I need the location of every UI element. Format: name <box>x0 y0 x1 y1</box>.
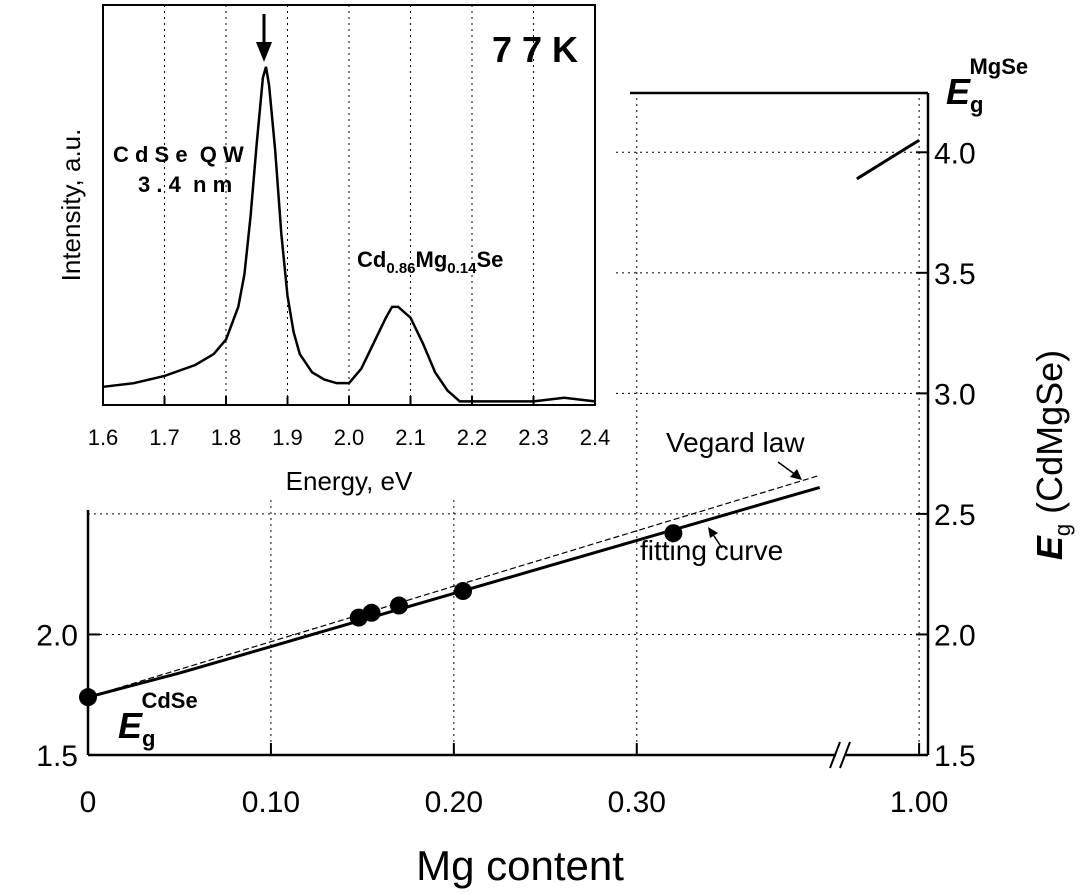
annotation: fitting curve <box>640 535 783 566</box>
y-tick-label: 3.0 <box>934 378 976 411</box>
y-tick-label: 2.0 <box>934 619 976 652</box>
inset-x-tick-label: 2.4 <box>580 425 611 450</box>
alloy-label: Cd0.86Mg0.14Se <box>357 247 503 277</box>
qw-label: C d S e Q W <box>113 142 244 167</box>
x-axis-label: Mg content <box>416 842 624 889</box>
y-tick-label: 2.0 <box>36 619 78 652</box>
x-tick-label: 0.10 <box>242 786 300 819</box>
axis-break <box>829 741 841 769</box>
y-axis-label: Eg (CdMgSe) <box>1029 350 1075 560</box>
inset-x-tick-label: 2.2 <box>457 425 488 450</box>
inset-x-tick-label: 1.7 <box>149 425 180 450</box>
peak-arrow <box>256 42 272 62</box>
y-tick-label: 3.5 <box>934 258 976 291</box>
annotation-arrow <box>708 527 718 538</box>
inset-x-tick-label: 2.1 <box>395 425 426 450</box>
inset-x-tick-label: 1.9 <box>272 425 303 450</box>
data-point <box>454 582 472 601</box>
data-point <box>664 524 683 543</box>
cdse-label: EgCdSe <box>118 688 198 751</box>
data-point <box>389 596 408 615</box>
inset-chart: Energy, eV Intensity, a.u. 7 7 K C d S e… <box>0 0 612 500</box>
y-tick-label: 1.5 <box>36 740 78 773</box>
inset-x-tick-label: 2.3 <box>518 425 549 450</box>
data-line <box>102 66 596 403</box>
axis-break <box>839 741 851 769</box>
x-tick-label: 1.00 <box>890 786 948 819</box>
data-point <box>362 603 381 622</box>
y-tick-label: 1.5 <box>934 740 976 773</box>
annotation-arrow <box>790 469 802 480</box>
x-tick-label: 0.20 <box>425 786 483 819</box>
mgse-label: EgMgSe <box>946 54 1028 117</box>
inset-x-tick-label: 1.8 <box>211 425 242 450</box>
data-line <box>87 485 821 699</box>
data-point <box>79 688 97 707</box>
data-line <box>856 139 920 180</box>
y-tick-label: 2.5 <box>934 499 976 532</box>
inset-x-label: Energy, eV <box>286 466 413 496</box>
x-tick-label: 0 <box>80 786 97 819</box>
data-line <box>87 474 820 698</box>
qw-width: 3 . 4 n m <box>138 172 232 197</box>
y-tick-label: 4.0 <box>934 137 976 170</box>
inset-y-label: Intensity, a.u. <box>56 129 86 282</box>
annotation: Vegard law <box>666 427 805 458</box>
x-tick-label: 0.30 <box>608 786 666 819</box>
inset-x-tick-label: 1.6 <box>88 425 119 450</box>
temperature-label: 7 7 K <box>492 29 578 70</box>
inset-x-tick-label: 2.0 <box>334 425 365 450</box>
